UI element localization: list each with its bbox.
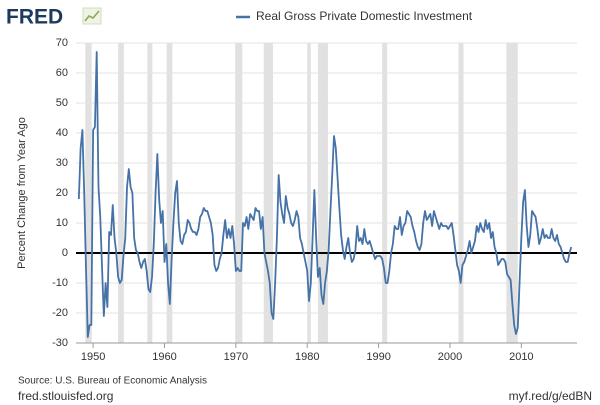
y-axis-label: Percent Change from Year Ago bbox=[16, 117, 28, 269]
footer-right: myf.red/g/edBN bbox=[509, 389, 592, 403]
footer-left: fred.stlouisfed.org bbox=[18, 389, 113, 403]
x-tick-label: 1990 bbox=[366, 351, 390, 363]
x-tick-label: 2000 bbox=[438, 351, 462, 363]
x-tick-label: 1980 bbox=[295, 351, 319, 363]
y-tick-label: 70 bbox=[56, 37, 68, 49]
y-tick-label: -20 bbox=[52, 307, 68, 319]
y-tick-label: 20 bbox=[56, 187, 68, 199]
y-tick-label: 0 bbox=[62, 247, 68, 259]
x-tick-label: 2010 bbox=[509, 351, 533, 363]
y-tick-label: 60 bbox=[56, 67, 68, 79]
x-tick-label: 1950 bbox=[81, 351, 105, 363]
legend-label: Real Gross Private Domestic Investment bbox=[256, 9, 473, 23]
series-line bbox=[77, 51, 573, 338]
logo: FRED bbox=[6, 6, 63, 29]
y-tick-label: -10 bbox=[52, 277, 68, 289]
x-tick-label: 1960 bbox=[152, 351, 176, 363]
y-tick-label: 30 bbox=[56, 157, 68, 169]
y-tick-label: 40 bbox=[56, 127, 68, 139]
x-tick-label: 1970 bbox=[224, 351, 248, 363]
y-tick-label: -30 bbox=[52, 337, 68, 349]
y-tick-label: 10 bbox=[56, 217, 68, 229]
source: Source: U.S. Bureau of Economic Analysis bbox=[18, 376, 207, 387]
y-tick-label: 50 bbox=[56, 97, 68, 109]
logo-icon bbox=[82, 7, 102, 25]
